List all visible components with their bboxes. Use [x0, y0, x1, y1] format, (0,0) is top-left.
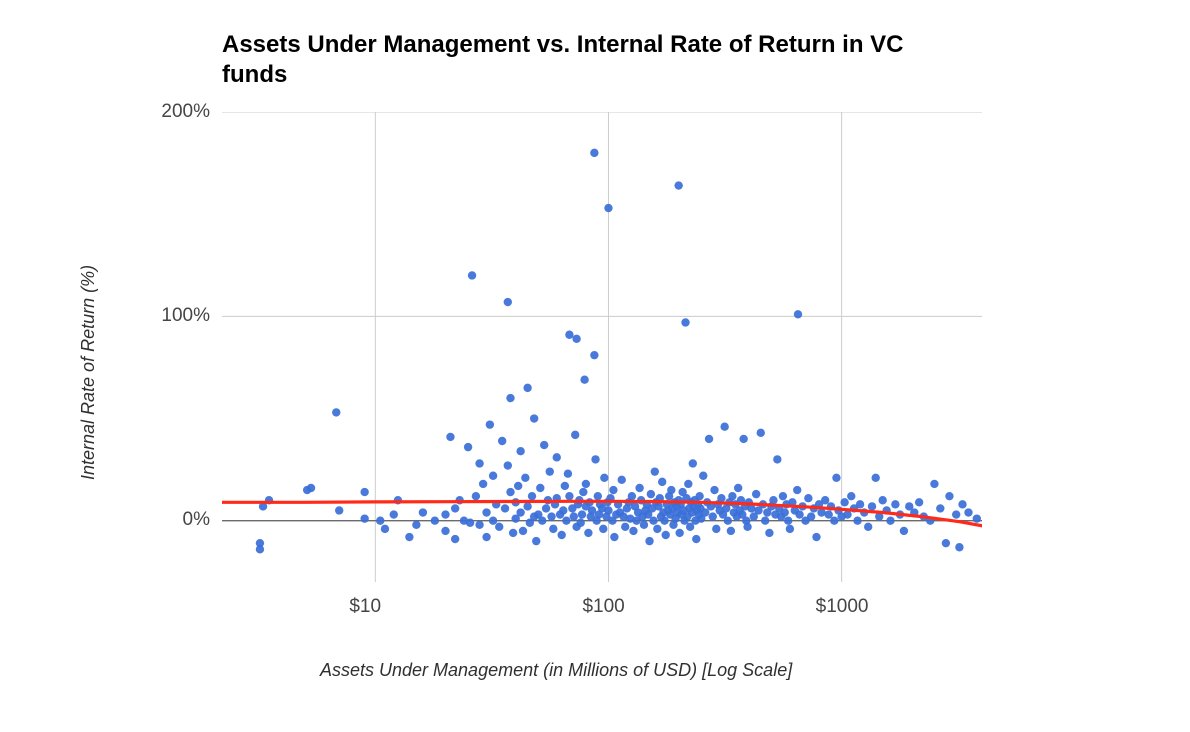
y-tick-label: 100% — [161, 305, 210, 327]
x-tick-label: $10 — [349, 596, 381, 618]
x-axis-label: Assets Under Management (in Millions of … — [320, 660, 792, 681]
chart-container: Assets Under Management vs. Internal Rat… — [0, 0, 1190, 732]
x-tick-label: $1000 — [816, 596, 869, 618]
y-tick-label: 200% — [161, 101, 210, 123]
y-tick-label: 0% — [183, 509, 210, 531]
y-axis-label: Internal Rate of Return (%) — [78, 265, 99, 480]
plot-area — [222, 112, 982, 582]
scatter-svg — [222, 112, 982, 582]
x-tick-label: $100 — [582, 596, 624, 618]
chart-title: Assets Under Management vs. Internal Rat… — [222, 30, 942, 90]
